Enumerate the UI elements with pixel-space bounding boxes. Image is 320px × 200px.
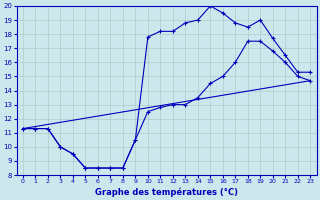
X-axis label: Graphe des températures (°C): Graphe des températures (°C) bbox=[95, 187, 238, 197]
